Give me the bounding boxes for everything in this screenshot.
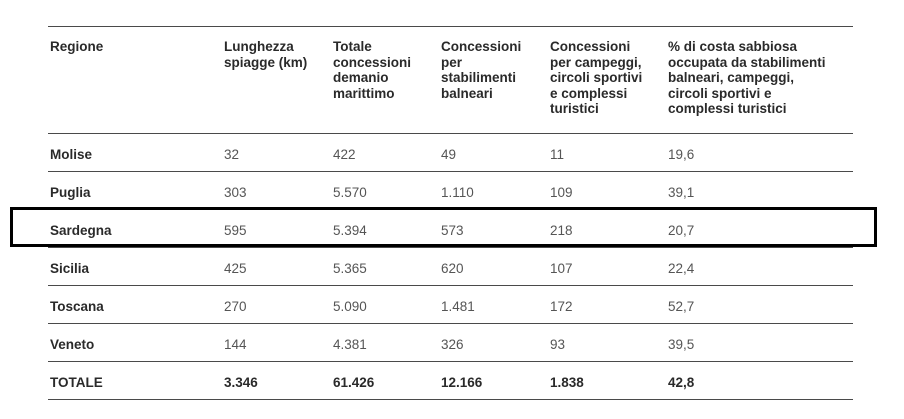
table-cell: 39,5 <box>668 337 695 352</box>
table-cell: 270 <box>224 299 247 314</box>
table-cell: 4.381 <box>333 337 367 352</box>
region-name-cell: Sardegna <box>50 223 112 238</box>
table-cell: 49 <box>441 147 457 162</box>
region-name-cell: Toscana <box>50 299 104 314</box>
region-name-cell: Veneto <box>50 337 95 352</box>
table-row-toscana: Toscana 270 5.090 1.481 172 52,7 <box>48 286 853 324</box>
header-concessioni-stabilimenti: Concessioni per stabilimenti balneari <box>441 39 522 101</box>
table-cell: 1.110 <box>441 185 474 200</box>
table-cell: 42,8 <box>668 375 695 390</box>
table-cell: 107 <box>550 261 573 276</box>
table-body: Molise 32 422 49 11 19,6 Puglia 303 5.570 1.110 10… <box>48 134 853 400</box>
table-cell: 595 <box>224 223 247 238</box>
table-cell: 5.365 <box>333 261 367 276</box>
table-header-row: Regione Lunghezza spiagge (km) Totale conc… <box>48 27 853 134</box>
table-cell: 3.346 <box>224 375 258 390</box>
table-cell: 326 <box>441 337 464 352</box>
header-totale-concessioni: Totale concessioni demanio marittimo <box>333 39 412 101</box>
region-name-cell: TOTALE <box>50 375 103 390</box>
table-top-rule <box>48 26 853 27</box>
header-concessioni-campeggi: Concessioni per campeggi, circoli sportivi… <box>550 39 643 116</box>
data-table: Regione Lunghezza spiagge (km) Totale conc… <box>48 26 853 400</box>
table-cell: 1.481 <box>441 299 475 314</box>
table-cell: 5.090 <box>333 299 367 314</box>
table-cell: 12.166 <box>441 375 483 390</box>
table-cell: 172 <box>550 299 573 314</box>
table-cell: 39,1 <box>668 185 695 200</box>
header-percentuale-costa: % di costa sabbiosa occupata da stabilime… <box>668 39 826 116</box>
table-cell: 93 <box>550 337 566 352</box>
table-cell: 303 <box>224 185 247 200</box>
table-cell: 144 <box>224 337 247 352</box>
header-regione: Regione <box>50 39 104 54</box>
region-name-cell: Molise <box>50 147 93 162</box>
table-row-sardegna: Sardegna 595 5.394 573 218 20,7 <box>48 210 853 248</box>
table-row-veneto: Veneto 144 4.381 326 93 39,5 <box>48 324 853 362</box>
table-cell: 22,4 <box>668 261 695 276</box>
table-cell: 52,7 <box>668 299 695 314</box>
table-cell: 422 <box>333 147 356 162</box>
table-row-puglia: Puglia 303 5.570 1.110 109 39,1 <box>48 172 853 210</box>
table-cell: 5.570 <box>333 185 367 200</box>
table-cell: 573 <box>441 223 464 238</box>
table-cell: 1.838 <box>550 375 584 390</box>
header-lunghezza-spiagge: Lunghezza spiagge (km) <box>224 39 308 70</box>
table-cell: 11 <box>550 147 565 162</box>
region-name-cell: Sicilia <box>50 261 90 276</box>
table-cell: 61.426 <box>333 375 375 390</box>
table-cell: 425 <box>224 261 247 276</box>
table-cell: 20,7 <box>668 223 695 238</box>
table-cell: 218 <box>550 223 573 238</box>
table-row-totale: TOTALE 3.346 61.426 12.166 1.838 42,8 <box>48 362 853 400</box>
table-cell: 109 <box>550 185 573 200</box>
table-cell: 5.394 <box>333 223 367 238</box>
table-cell: 19,6 <box>668 147 695 162</box>
table-cell: 32 <box>224 147 240 162</box>
table-row-sicilia: Sicilia 425 5.365 620 107 22,4 <box>48 248 853 286</box>
region-name-cell: Puglia <box>50 185 91 200</box>
highlight-box-sardegna <box>10 207 877 247</box>
table-cell: 620 <box>441 261 464 276</box>
table-row-molise: Molise 32 422 49 11 19,6 <box>48 134 853 172</box>
